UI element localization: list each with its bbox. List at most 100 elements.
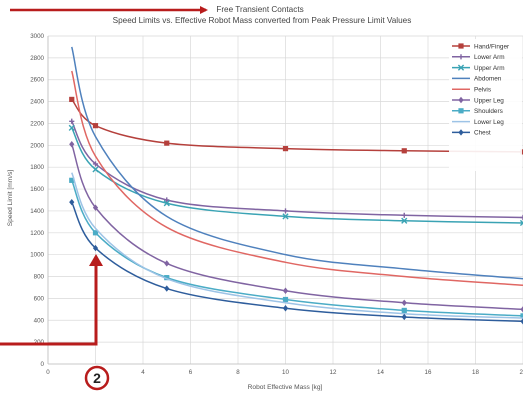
data-point-shoulders: [164, 275, 170, 281]
data-point-upper-arm: [282, 213, 289, 220]
legend-label: Upper Arm: [474, 65, 505, 72]
legend-marker: [457, 64, 465, 71]
data-point-lower-arm: [92, 161, 99, 167]
data-point-shoulders: [520, 313, 523, 319]
data-point-upper-leg: [92, 204, 99, 211]
y-tick-label: 1600: [30, 186, 44, 193]
series-lower-leg: [71, 172, 523, 319]
data-point-upper-leg: [282, 287, 289, 294]
data-point-upper-leg: [69, 141, 75, 148]
series-line-chest: [71, 201, 523, 323]
legend-item-shoulders: Shoulders: [452, 108, 503, 115]
y-tick-label: 2400: [30, 99, 44, 106]
data-point-chest: [69, 198, 75, 206]
legend-item-pelvis: Pelvis: [452, 87, 491, 94]
legend-marker: [458, 108, 464, 114]
data-point-chest: [401, 313, 407, 321]
y-tick-label: 2200: [30, 120, 44, 127]
x-tick-label: 8: [236, 369, 240, 376]
annotation-text: Free Transient Contacts: [216, 5, 303, 14]
legend-marker: [458, 54, 464, 60]
y-tick-label: 2600: [30, 77, 44, 84]
x-tick-label: 14: [377, 369, 384, 376]
callout-circle: [84, 365, 110, 391]
y-tick-label: 3000: [30, 33, 44, 40]
y-axis-title: Speed Limit [mm/s]: [7, 170, 14, 227]
x-tick-label: 20: [520, 369, 523, 376]
legend-label: Lower Leg: [474, 119, 504, 126]
x-tick-label: 6: [189, 369, 193, 376]
data-point-upper-arm: [163, 200, 170, 207]
legend-item-abdomen: Abdomen: [452, 76, 502, 83]
legend-label: Lower Arm: [474, 54, 505, 61]
legend-background: [449, 39, 522, 171]
legend-label: Shoulders: [474, 108, 503, 115]
legend-marker: [458, 129, 464, 136]
series-chest: [69, 198, 523, 325]
series-upper-leg: [69, 141, 523, 313]
series-pelvis: [71, 70, 523, 287]
data-point-upper-leg: [164, 260, 170, 267]
series-abdomen: [71, 46, 523, 280]
series-shoulders: [69, 177, 523, 319]
y-tick-label: 400: [34, 317, 45, 324]
legend-marker: [458, 43, 464, 49]
x-tick-label: 4: [141, 369, 145, 376]
legend-item-chest: Chest: [452, 129, 491, 137]
data-point-chest: [164, 285, 170, 292]
y-tick-label: 2800: [30, 55, 44, 62]
callout-number: 2: [93, 370, 101, 386]
legend-label: Hand/Finger: [474, 43, 510, 50]
data-point-lower-arm: [520, 214, 523, 221]
data-point-upper-arm: [92, 166, 99, 173]
data-point-shoulders: [401, 307, 407, 314]
data-point-hand-finger: [282, 146, 289, 152]
data-point-lower-arm: [69, 118, 75, 124]
legend-label: Pelvis: [474, 87, 491, 94]
data-point-lower-arm: [282, 208, 289, 214]
x-tick-label: 10: [282, 369, 289, 376]
legend-label: Upper Leg: [474, 97, 504, 104]
legend-item-upper-arm: Upper Arm: [452, 64, 505, 72]
y-tick-label: 1400: [30, 208, 44, 215]
data-point-shoulders: [92, 230, 99, 236]
data-point-upper-leg: [401, 299, 407, 306]
y-tick-label: 600: [34, 295, 45, 302]
series-line-pelvis: [71, 70, 523, 287]
annotation-arrow-callout: [0, 262, 98, 346]
legend-item-lower-arm: Lower Arm: [452, 54, 505, 61]
legend-marker: [458, 96, 464, 104]
data-point-lower-arm: [164, 197, 170, 203]
x-tick-label: 16: [425, 369, 432, 376]
y-tick-label: 1000: [30, 252, 44, 259]
x-tick-label: 18: [472, 369, 479, 376]
series-upper-arm: [68, 124, 523, 227]
data-point-hand-finger: [164, 140, 170, 146]
legend-label: Chest: [474, 130, 491, 137]
y-tick-label: 2000: [30, 142, 44, 149]
legend-item-hand-finger: Hand/Finger: [452, 43, 510, 50]
y-tick-label: 800: [34, 274, 45, 281]
data-point-chest: [92, 244, 99, 252]
data-point-hand-finger: [69, 96, 75, 103]
y-tick-label: 1800: [30, 164, 44, 171]
data-series: [68, 46, 523, 325]
series-lower-arm: [69, 118, 523, 221]
series-line-abdomen: [71, 46, 523, 280]
annotation-arrow-callout-head: [89, 254, 103, 266]
data-point-upper-arm: [68, 124, 75, 131]
data-point-upper-leg: [520, 306, 523, 313]
x-axis-title: Robot Effective Mass [kg]: [248, 384, 323, 391]
chart-legend: Hand/Finger Lower Arm Upper Arm Abdomen Pelv…: [449, 39, 522, 171]
data-point-upper-arm: [401, 217, 408, 224]
legend-item-lower-leg: Lower Leg: [452, 119, 504, 126]
series-line-lower-leg: [71, 172, 523, 319]
data-point-upper-arm: [519, 219, 523, 227]
y-tick-label: 0: [41, 361, 45, 368]
data-point-shoulders: [69, 177, 75, 183]
x-tick-label: 12: [330, 369, 337, 376]
legend-item-upper-leg: Upper Leg: [452, 96, 504, 104]
y-tick-label: 1200: [30, 230, 44, 237]
data-point-chest: [520, 318, 523, 325]
